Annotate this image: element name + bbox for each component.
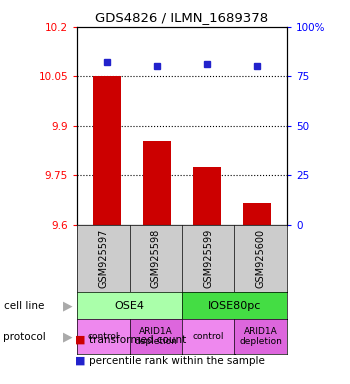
Text: IOSE80pc: IOSE80pc xyxy=(208,301,261,311)
Text: GSM925600: GSM925600 xyxy=(256,229,266,288)
Text: ARID1A
depletion: ARID1A depletion xyxy=(239,327,282,346)
Text: percentile rank within the sample: percentile rank within the sample xyxy=(89,356,265,366)
Title: GDS4826 / ILMN_1689378: GDS4826 / ILMN_1689378 xyxy=(96,11,268,24)
Text: ▶: ▶ xyxy=(63,330,73,343)
Text: ■: ■ xyxy=(75,356,86,366)
Bar xyxy=(143,141,171,225)
Text: GSM925597: GSM925597 xyxy=(98,228,108,288)
Bar xyxy=(93,76,121,225)
Text: GSM925599: GSM925599 xyxy=(203,228,213,288)
Text: ▶: ▶ xyxy=(63,299,73,312)
Text: cell line: cell line xyxy=(4,301,44,311)
Text: ■: ■ xyxy=(75,335,86,345)
Text: control: control xyxy=(193,332,224,341)
Text: protocol: protocol xyxy=(4,332,46,342)
Text: transformed count: transformed count xyxy=(89,335,187,345)
Bar xyxy=(243,203,271,225)
Text: GSM925598: GSM925598 xyxy=(151,228,161,288)
Text: ARID1A
depletion: ARID1A depletion xyxy=(134,327,177,346)
Text: OSE4: OSE4 xyxy=(114,301,145,311)
Bar xyxy=(193,167,221,225)
Text: control: control xyxy=(88,332,119,341)
